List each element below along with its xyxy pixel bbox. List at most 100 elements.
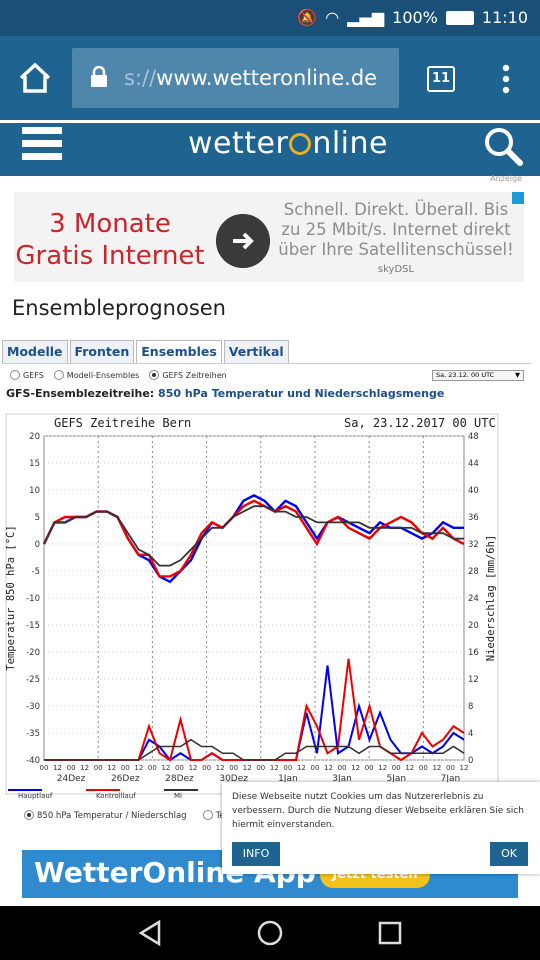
ad-banner[interactable]: 3 Monate Gratis Internet Schnell. Direkt.… bbox=[14, 192, 524, 282]
tab-ensembles[interactable]: Ensembles bbox=[136, 340, 222, 363]
ad-label: Anzeige bbox=[490, 174, 522, 183]
x-tick-hour: 00 bbox=[94, 764, 103, 772]
x-tick-hour: 00 bbox=[283, 764, 292, 772]
radio-temp-precip[interactable]: 850 hPa Temperatur / Niederschlag bbox=[24, 810, 187, 821]
precip-line-mittel bbox=[44, 738, 465, 761]
y-axis-label-left: Temperatur 850 hPa [°C] bbox=[5, 525, 17, 670]
browser-toolbar: s://www.wetteronline.de 11 bbox=[0, 36, 540, 120]
search-icon[interactable] bbox=[483, 126, 523, 166]
y-tick-left: 20 bbox=[29, 432, 40, 442]
y-tick-left: -20 bbox=[26, 648, 40, 658]
y-tick-right: 32 bbox=[468, 540, 479, 550]
legend-label: Hauptlauf bbox=[18, 792, 53, 800]
ad-headline-1: 3 Monate bbox=[49, 209, 171, 239]
radio-gefs-zeitreihen[interactable]: GEFS Zeitreihen bbox=[149, 370, 227, 380]
url-host: www.wetteronline.de bbox=[156, 66, 378, 90]
x-tick-day: 5Jan bbox=[386, 774, 406, 784]
cookie-ok-button[interactable]: OK bbox=[490, 842, 528, 866]
x-tick-hour: 00 bbox=[256, 764, 265, 772]
status-bar: 🔕 ◠ ▂▄▆ 100% 11:10 bbox=[0, 0, 540, 36]
chart-date: Sa, 23.12.2017 00 UTC bbox=[344, 416, 496, 430]
tab-fronten[interactable]: Fronten bbox=[69, 340, 135, 363]
url-bar[interactable]: s://www.wetteronline.de bbox=[72, 48, 399, 108]
x-tick-hour: 00 bbox=[67, 764, 76, 772]
radio-temp-other[interactable]: Te bbox=[202, 810, 225, 821]
y-tick-right: 28 bbox=[468, 567, 479, 577]
wifi-icon: ◠ bbox=[325, 8, 340, 27]
tab-vertikal[interactable]: Vertikal bbox=[223, 340, 289, 363]
y-tick-left: -15 bbox=[26, 621, 40, 631]
x-tick-hour: 12 bbox=[324, 764, 333, 772]
x-tick-day: 7Jan bbox=[441, 774, 461, 784]
arrow-right-icon[interactable] bbox=[216, 214, 270, 268]
android-nav-bar bbox=[0, 906, 540, 960]
x-tick-day: 30Dez bbox=[219, 774, 248, 784]
x-tick-hour: 12 bbox=[53, 764, 62, 772]
cookie-banner: Diese Webseite nutzt Cookies um das Nutz… bbox=[222, 782, 540, 874]
radio-modell-ensembles[interactable]: Modell-Ensembles bbox=[53, 370, 139, 380]
x-tick-hour: 00 bbox=[311, 764, 320, 772]
x-tick-hour: 12 bbox=[270, 764, 279, 772]
y-tick-left: -10 bbox=[26, 594, 40, 604]
home-icon[interactable] bbox=[18, 62, 52, 94]
x-tick-hour: 00 bbox=[202, 764, 211, 772]
x-tick-hour: 12 bbox=[243, 764, 252, 772]
y-tick-left: 10 bbox=[29, 486, 40, 496]
x-tick-hour: 00 bbox=[338, 764, 347, 772]
site-logo[interactable]: wetter nline bbox=[188, 126, 388, 161]
ad-headline-2: Gratis Internet bbox=[15, 241, 205, 271]
lock-icon bbox=[91, 66, 107, 87]
y-tick-right: 8 bbox=[468, 702, 473, 712]
y-tick-left: 5 bbox=[35, 513, 40, 523]
x-tick-day: 28Dez bbox=[165, 774, 194, 784]
x-tick-hour: 12 bbox=[161, 764, 170, 772]
signal-icon: ▂▄▆ bbox=[347, 8, 385, 27]
y-tick-right: 40 bbox=[468, 486, 479, 496]
more-menu-icon[interactable] bbox=[500, 64, 512, 94]
chart-subheading: GFS-Ensemblezeitreihe: 850 hPa Temperatu… bbox=[6, 387, 445, 400]
y-tick-right: 44 bbox=[468, 459, 479, 469]
y-tick-right: 16 bbox=[468, 648, 479, 658]
x-tick-hour: 00 bbox=[365, 764, 374, 772]
mute-icon: 🔕 bbox=[297, 8, 318, 27]
y-tick-right: 0 bbox=[468, 756, 473, 766]
cookie-info-button[interactable]: INFO bbox=[232, 842, 280, 866]
y-tick-left: -40 bbox=[26, 756, 40, 766]
x-tick-day: 3Jan bbox=[332, 774, 352, 784]
model-radio-group: GEFS Modell-Ensembles GEFS Zeitreihen bbox=[10, 370, 227, 380]
x-tick-hour: 12 bbox=[351, 764, 360, 772]
y-tick-right: 12 bbox=[468, 675, 479, 685]
hamburger-menu-icon[interactable] bbox=[22, 127, 62, 167]
x-tick-hour: 00 bbox=[392, 764, 401, 772]
x-tick-hour: 12 bbox=[378, 764, 387, 772]
tab-switcher-button[interactable]: 11 bbox=[427, 66, 455, 92]
x-tick-hour: 00 bbox=[121, 764, 130, 772]
battery-icon bbox=[445, 10, 474, 25]
tab-bar: Modelle Fronten Ensembles Vertikal bbox=[2, 340, 532, 364]
ensemble-chart: GEFS Zeitreihe Bern Sa, 23.12.2017 00 UTC… bbox=[5, 413, 499, 800]
x-tick-hour: 12 bbox=[432, 764, 441, 772]
chart-variable-radios: 850 hPa Temperatur / Niederschlag Te bbox=[24, 810, 225, 821]
clock: 11:10 bbox=[481, 8, 528, 27]
x-tick-hour: 12 bbox=[216, 764, 225, 772]
radio-gefs[interactable]: GEFS bbox=[10, 370, 44, 380]
recents-icon[interactable] bbox=[378, 921, 402, 945]
y-axis-label-right: Niederschlag [mm/6h] bbox=[485, 535, 497, 661]
x-tick-hour: 12 bbox=[134, 764, 143, 772]
back-icon[interactable] bbox=[138, 920, 162, 946]
x-tick-hour: 12 bbox=[107, 764, 116, 772]
ad-body-text: Schnell. Direkt. Überall. Bis zu 25 Mbit… bbox=[278, 200, 514, 259]
adchoices-icon[interactable] bbox=[512, 192, 524, 204]
tab-modelle[interactable]: Modelle bbox=[2, 340, 68, 363]
battery-percent: 100% bbox=[392, 8, 438, 27]
legend-label: Mi bbox=[174, 792, 182, 800]
header-divider bbox=[0, 120, 540, 123]
home-nav-icon[interactable] bbox=[257, 920, 283, 946]
y-tick-left: -25 bbox=[26, 675, 40, 685]
date-select[interactable]: Sa, 23.12. 00 UTC ▼ bbox=[432, 370, 524, 381]
y-tick-left: 0 bbox=[35, 540, 40, 550]
x-tick-hour: 12 bbox=[460, 764, 469, 772]
y-tick-right: 36 bbox=[468, 513, 479, 523]
x-tick-day: 1Jan bbox=[278, 774, 298, 784]
